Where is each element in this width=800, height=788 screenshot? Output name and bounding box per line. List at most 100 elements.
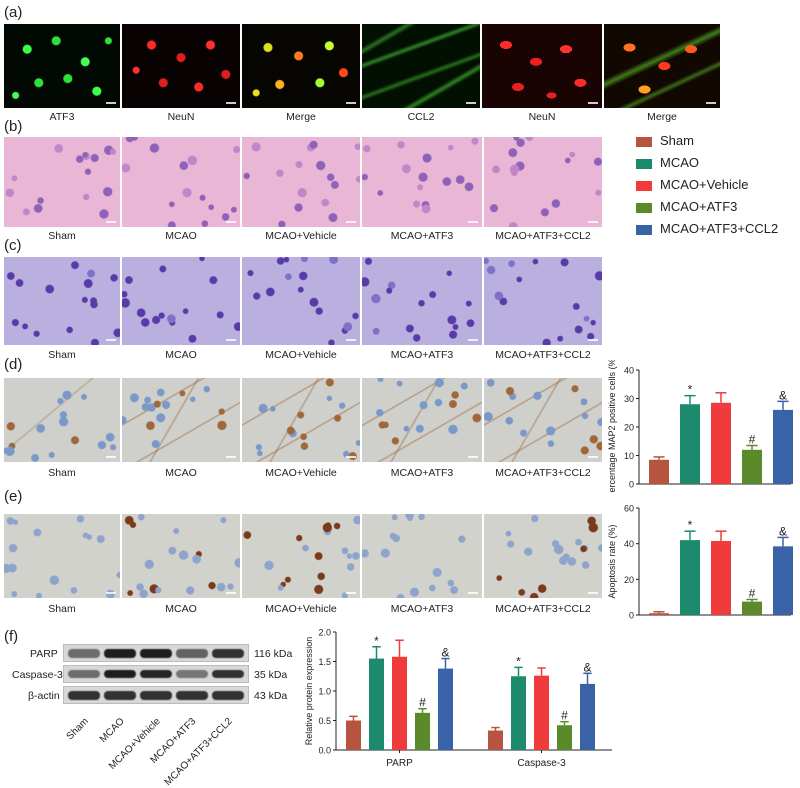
bar xyxy=(649,459,669,484)
blot-band xyxy=(104,670,136,678)
scale-bar xyxy=(346,221,356,223)
bar xyxy=(773,546,793,615)
blot-band xyxy=(212,691,244,700)
bar xyxy=(557,725,572,750)
blot-lane-label: Sham xyxy=(64,716,91,743)
bar xyxy=(346,720,361,750)
scale-bar xyxy=(588,592,598,594)
micrograph-map2-2 xyxy=(122,378,240,462)
scale-bar xyxy=(588,456,598,458)
scale-bar xyxy=(226,592,236,594)
blot-band xyxy=(176,691,208,700)
bar xyxy=(511,676,526,750)
panel-b-label: (b) xyxy=(4,118,23,135)
y-tick-label: 20 xyxy=(624,575,634,585)
blot-band xyxy=(212,649,244,658)
y-tick-label: 20 xyxy=(624,423,634,433)
caption-nissl-1: Sham xyxy=(48,349,76,361)
micrograph-map2-3 xyxy=(242,378,360,462)
caption-nissl-3: MCAO+Vehicle xyxy=(265,349,337,361)
y-axis-label: Percentage MAP2 positive cells (%) xyxy=(607,360,617,492)
panel-d-label: (d) xyxy=(4,356,23,373)
panel-a-label: (a) xyxy=(4,4,23,21)
y-tick-label: 40 xyxy=(624,366,634,376)
legend-label-atf3: MCAO+ATF3 xyxy=(660,199,738,214)
scale-bar xyxy=(106,339,116,341)
caption-tunel-3: MCAO+Vehicle xyxy=(265,603,337,615)
x-tick-label: PARP xyxy=(386,758,413,769)
micrograph-neun-1 xyxy=(122,24,240,108)
significance-mark: * xyxy=(688,383,693,397)
micrograph-he-3 xyxy=(242,137,360,227)
chart-protein: 0.0 0.5 1.0 1.5 2.0 Relative protein expressi… xyxy=(304,628,612,769)
scale-bar xyxy=(226,221,236,223)
legend-swatch-ccl2 xyxy=(636,225,652,235)
scale-bar xyxy=(346,339,356,341)
significance-mark: # xyxy=(749,433,756,447)
y-axis-label: Apoptosis rate (%) xyxy=(607,524,617,598)
y-tick-label: 40 xyxy=(624,539,634,549)
caption-map2-2: MCAO xyxy=(165,467,197,479)
chart-apoptosis: 0 20 40 60 Apoptosis rate (%) * # & xyxy=(607,504,793,621)
bar xyxy=(711,540,731,615)
y-tick-label: 10 xyxy=(624,451,634,461)
y-axis-label: Relative protein expression xyxy=(304,637,314,746)
caption-map2-4: MCAO+ATF3 xyxy=(390,467,454,479)
legend-label-sham: Sham xyxy=(660,133,694,148)
kda-caspase3: 35 kDa xyxy=(254,669,288,681)
legend-swatch-atf3 xyxy=(636,203,652,213)
y-tick-label: 1.5 xyxy=(318,657,331,667)
caption-he-1: Sham xyxy=(48,230,76,242)
micrograph-tunel-2 xyxy=(122,514,240,598)
bar xyxy=(742,449,762,484)
caption-map2-1: Sham xyxy=(48,467,76,479)
micrograph-nissl-5 xyxy=(484,257,602,345)
caption-tunel-5: MCAO+ATF3+CCL2 xyxy=(495,603,591,615)
legend-label-vehicle: MCAO+Vehicle xyxy=(660,177,749,192)
blot-band xyxy=(140,649,172,658)
blot-band xyxy=(212,670,244,678)
legend-swatch-mcao xyxy=(636,159,652,169)
y-tick-label: 30 xyxy=(624,394,634,404)
scale-bar xyxy=(226,456,236,458)
legend-label-mcao: MCAO xyxy=(660,155,699,170)
micrograph-nissl-2 xyxy=(122,257,240,345)
bar xyxy=(415,712,430,750)
micrograph-neun-2 xyxy=(482,24,602,108)
caption-a-5: NeuN xyxy=(528,111,556,123)
legend-swatch-sham xyxy=(636,137,652,147)
significance-mark: # xyxy=(419,696,426,710)
bar xyxy=(680,540,700,615)
scale-bar xyxy=(226,339,236,341)
blot-label-bactin: β-actin xyxy=(28,690,60,702)
scale-bar xyxy=(588,221,598,223)
micrograph-tunel-3 xyxy=(242,514,360,598)
caption-tunel-4: MCAO+ATF3 xyxy=(390,603,454,615)
scale-bar xyxy=(588,339,598,341)
micrograph-he-5 xyxy=(484,137,602,227)
scale-bar xyxy=(346,456,356,458)
caption-a-4: CCL2 xyxy=(407,111,435,123)
blot-strip-1 xyxy=(63,665,249,683)
blot-band xyxy=(176,649,208,658)
micrograph-merge-2 xyxy=(604,24,720,108)
y-tick-label: 0.0 xyxy=(318,746,331,756)
blot-label-caspase3: Caspase-3 xyxy=(12,669,63,681)
blot-band xyxy=(140,670,172,678)
scale-bar xyxy=(468,221,478,223)
caption-map2-5: MCAO+ATF3+CCL2 xyxy=(495,467,591,479)
western-blot xyxy=(63,644,249,708)
caption-tunel-1: Sham xyxy=(48,603,76,615)
scale-bar xyxy=(468,592,478,594)
y-tick-label: 1.0 xyxy=(318,687,331,697)
bar xyxy=(488,730,503,750)
panel-f-label: (f) xyxy=(4,628,19,645)
y-tick-label: 60 xyxy=(624,504,634,514)
blot-band xyxy=(68,649,100,658)
blot-band xyxy=(104,649,136,658)
micrograph-atf3 xyxy=(4,24,120,108)
y-tick-label: 0.5 xyxy=(318,716,331,726)
legend-label-ccl2: MCAO+ATF3+CCL2 xyxy=(660,221,779,236)
caption-a-6: Merge xyxy=(647,111,677,123)
significance-mark: # xyxy=(561,709,568,723)
